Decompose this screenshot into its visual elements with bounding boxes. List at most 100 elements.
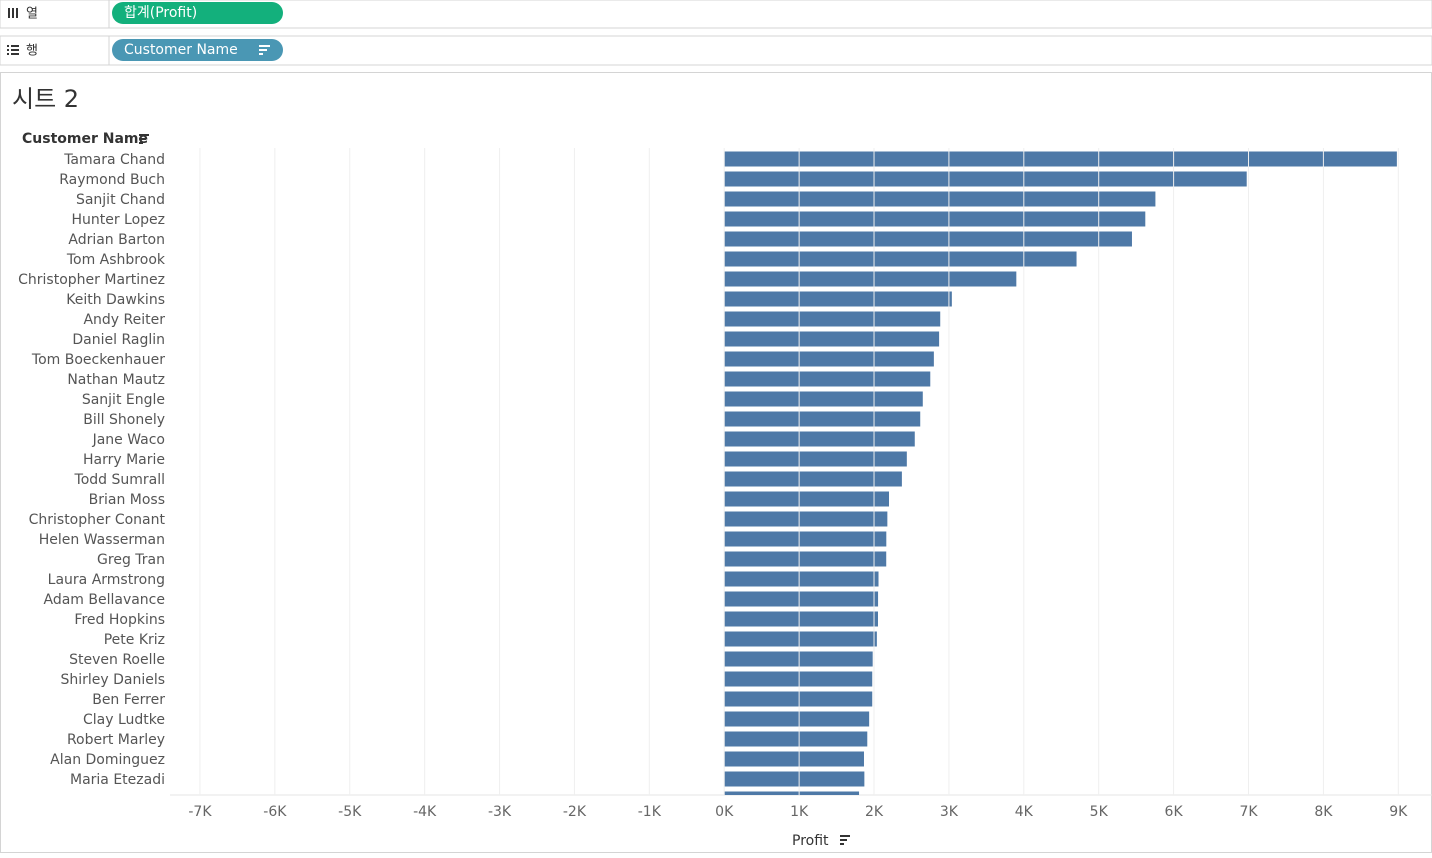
y-tick-label: Harry Marie xyxy=(83,452,165,468)
y-tick-label: Pete Kriz xyxy=(104,632,165,648)
y-tick-label: Christopher Martinez xyxy=(18,272,165,288)
bar xyxy=(724,551,887,567)
bar xyxy=(724,251,1077,267)
y-tick-label: Bill Shonely xyxy=(83,412,165,428)
sort-icon[interactable] xyxy=(139,134,149,144)
y-tick-label: Ben Ferrer xyxy=(92,692,165,708)
x-tick-label: 7K xyxy=(1239,804,1258,820)
x-tick-label: -3K xyxy=(488,804,512,820)
bar xyxy=(724,691,873,707)
bar xyxy=(724,211,1146,227)
bar xyxy=(724,311,941,327)
bar xyxy=(724,171,1247,187)
bar xyxy=(724,411,921,427)
sort-icon[interactable] xyxy=(840,835,850,845)
x-tick-label: -1K xyxy=(638,804,662,820)
y-tick-label: Christopher Conant xyxy=(29,512,166,528)
bar xyxy=(724,671,873,687)
y-tick-label: Adam Bellavance xyxy=(43,592,165,608)
bar xyxy=(724,331,940,347)
bar xyxy=(724,631,877,647)
y-tick-label: Laura Armstrong xyxy=(48,572,165,588)
bar xyxy=(724,271,1017,287)
y-tick-label: Keith Dawkins xyxy=(66,292,165,308)
bar xyxy=(724,771,865,787)
bar xyxy=(724,471,902,487)
pill-text[interactable]: Customer Name xyxy=(124,42,238,58)
columns-icon xyxy=(8,8,18,18)
plot: Tamara Chand Raymond Buch Sanjit Chand Hunt… xyxy=(18,151,1397,795)
y-tick-label: Tamara Chand xyxy=(63,152,165,168)
bar xyxy=(724,491,890,507)
x-tick-label: -6K xyxy=(263,804,287,820)
y-tick-label: Shirley Daniels xyxy=(60,672,165,688)
sheet-frame xyxy=(0,72,1432,853)
bar xyxy=(724,731,868,747)
bar xyxy=(724,651,873,667)
bar xyxy=(724,591,879,607)
bar xyxy=(724,791,860,795)
y-tick-label: Maria Etezadi xyxy=(70,772,165,788)
bar xyxy=(724,711,870,727)
y-tick-label: Sanjit Engle xyxy=(82,392,165,408)
y-tick-label: Tom Ashbrook xyxy=(66,252,166,268)
y-tick-label: Steven Roelle xyxy=(69,652,165,668)
y-axis-title: Customer Name xyxy=(22,131,148,147)
y-tick-label: Nathan Mautz xyxy=(67,372,165,388)
pill[interactable] xyxy=(112,39,283,61)
bar xyxy=(724,611,878,627)
x-tick-label: -5K xyxy=(338,804,362,820)
bar xyxy=(724,291,952,307)
y-tick-label: Robert Marley xyxy=(67,732,165,748)
bar xyxy=(724,351,934,367)
bar xyxy=(724,751,864,767)
y-tick-label: Jane Waco xyxy=(92,432,165,448)
x-tick-label: 9K xyxy=(1389,804,1408,820)
y-tick-label: Tom Boeckenhauer xyxy=(31,352,165,368)
shelf-label: 행 xyxy=(26,43,38,59)
bar xyxy=(724,451,907,467)
x-tick-label: 0K xyxy=(715,804,734,820)
y-tick-label: Brian Moss xyxy=(89,492,165,508)
y-tick-label: Sanjit Chand xyxy=(76,192,165,208)
y-tick-label: Clay Ludtke xyxy=(83,712,165,728)
y-tick-label: Daniel Raglin xyxy=(72,332,165,348)
pill-text[interactable]: 합계(Profit) xyxy=(124,5,197,21)
y-tick-label: Alan Dominguez xyxy=(50,752,165,768)
y-tick-label: Adrian Barton xyxy=(68,232,165,248)
y-tick-label: Andy Reiter xyxy=(83,312,165,328)
y-tick-label: Helen Wasserman xyxy=(39,532,165,548)
sort-icon[interactable] xyxy=(259,45,270,55)
x-tick-label: -7K xyxy=(188,804,212,820)
x-tick-label: -2K xyxy=(563,804,587,820)
y-tick-label: Raymond Buch xyxy=(59,172,165,188)
x-tick-label: 5K xyxy=(1090,804,1109,820)
bar xyxy=(724,571,879,587)
x-tick-label: 8K xyxy=(1314,804,1333,820)
rows-icon xyxy=(7,45,19,55)
y-tick-label: Greg Tran xyxy=(97,552,165,568)
bar xyxy=(724,191,1156,207)
shelf-label: 열 xyxy=(26,7,38,22)
y-tick-label: Todd Sumrall xyxy=(74,472,165,488)
bar xyxy=(724,231,1132,247)
x-axis-title: Profit xyxy=(792,833,829,849)
x-tick-label: 6K xyxy=(1165,804,1184,820)
x-tick-label: -4K xyxy=(413,804,437,820)
sheet-title: 시트 2 xyxy=(12,85,79,113)
bar xyxy=(724,531,887,547)
x-tick-label: 3K xyxy=(940,804,959,820)
bar xyxy=(724,371,931,387)
bar xyxy=(724,431,915,447)
bar xyxy=(724,391,923,407)
x-tick-label: 2K xyxy=(865,804,884,820)
y-tick-label: Fred Hopkins xyxy=(74,612,165,628)
pill[interactable] xyxy=(112,2,283,24)
x-tick-label: 1K xyxy=(790,804,809,820)
x-tick-label: 4K xyxy=(1015,804,1034,820)
bar xyxy=(724,511,888,527)
y-tick-label: Hunter Lopez xyxy=(71,212,165,228)
bar xyxy=(724,151,1397,167)
